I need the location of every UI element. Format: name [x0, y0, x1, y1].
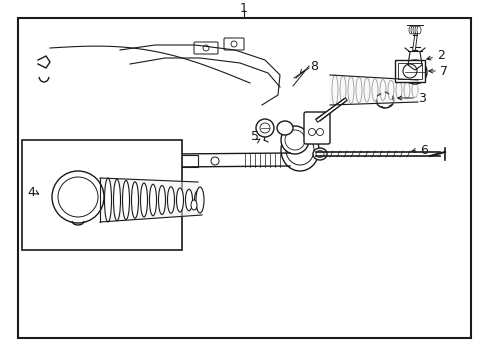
Ellipse shape — [347, 77, 353, 104]
Circle shape — [203, 45, 208, 51]
Bar — [397, 63, 421, 79]
Ellipse shape — [49, 154, 51, 168]
Text: 4: 4 — [27, 185, 35, 198]
Circle shape — [210, 157, 219, 165]
Ellipse shape — [395, 81, 401, 99]
FancyBboxPatch shape — [304, 112, 329, 144]
Ellipse shape — [140, 183, 147, 217]
Polygon shape — [329, 75, 417, 105]
Ellipse shape — [416, 26, 420, 34]
Text: 6: 6 — [419, 144, 427, 157]
Ellipse shape — [167, 187, 174, 213]
Ellipse shape — [37, 154, 39, 168]
Ellipse shape — [371, 79, 377, 101]
Text: 5: 5 — [250, 130, 259, 143]
Ellipse shape — [281, 126, 308, 154]
Ellipse shape — [375, 92, 393, 108]
Ellipse shape — [46, 154, 48, 168]
Bar — [18, 18, 470, 338]
Ellipse shape — [410, 26, 414, 34]
Ellipse shape — [285, 130, 305, 150]
Ellipse shape — [379, 80, 385, 100]
Ellipse shape — [363, 78, 369, 102]
Ellipse shape — [131, 182, 138, 218]
Ellipse shape — [122, 180, 129, 220]
FancyBboxPatch shape — [224, 38, 244, 50]
Text: 2: 2 — [436, 49, 444, 62]
Ellipse shape — [412, 26, 416, 34]
Bar — [160, 155, 198, 167]
FancyBboxPatch shape — [194, 42, 218, 54]
Ellipse shape — [176, 188, 183, 212]
Ellipse shape — [149, 184, 156, 216]
Ellipse shape — [281, 129, 318, 171]
Circle shape — [58, 177, 98, 217]
Polygon shape — [100, 178, 202, 222]
Text: 7: 7 — [439, 64, 447, 77]
Circle shape — [52, 171, 104, 223]
Text: 1: 1 — [240, 2, 247, 15]
Circle shape — [316, 129, 323, 135]
Ellipse shape — [355, 77, 361, 103]
Circle shape — [402, 60, 426, 84]
Ellipse shape — [185, 189, 192, 211]
Ellipse shape — [113, 179, 120, 221]
Ellipse shape — [387, 80, 393, 100]
Circle shape — [407, 65, 421, 79]
Ellipse shape — [158, 185, 165, 215]
Ellipse shape — [42, 154, 45, 168]
Ellipse shape — [408, 26, 412, 34]
Ellipse shape — [403, 82, 409, 98]
Circle shape — [402, 64, 416, 78]
Text: 8: 8 — [309, 59, 317, 72]
Ellipse shape — [61, 152, 75, 170]
Ellipse shape — [315, 150, 324, 158]
Ellipse shape — [414, 26, 418, 34]
Text: 3: 3 — [417, 91, 425, 104]
Ellipse shape — [285, 135, 313, 165]
Ellipse shape — [276, 121, 292, 135]
Ellipse shape — [194, 190, 201, 210]
Ellipse shape — [196, 187, 203, 213]
Polygon shape — [52, 145, 85, 149]
Ellipse shape — [339, 76, 346, 104]
Ellipse shape — [57, 147, 79, 175]
Ellipse shape — [52, 154, 54, 168]
Bar — [394, 60, 424, 82]
Circle shape — [256, 119, 273, 137]
Ellipse shape — [104, 178, 111, 222]
Ellipse shape — [331, 75, 337, 105]
Ellipse shape — [312, 148, 326, 160]
Circle shape — [260, 123, 269, 133]
Circle shape — [230, 41, 237, 47]
Ellipse shape — [40, 154, 42, 168]
Bar — [22, 140, 182, 250]
Ellipse shape — [411, 82, 417, 98]
Ellipse shape — [191, 200, 197, 210]
Circle shape — [308, 129, 315, 135]
